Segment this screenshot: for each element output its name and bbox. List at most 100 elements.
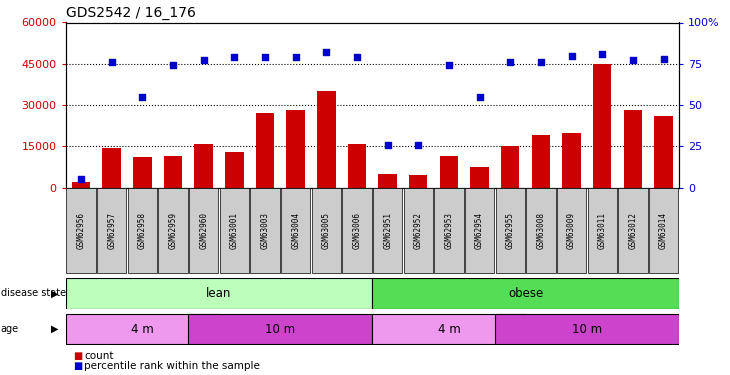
Bar bbox=[255, 113, 274, 188]
Text: age: age bbox=[1, 324, 19, 334]
FancyBboxPatch shape bbox=[189, 188, 218, 273]
Point bbox=[320, 49, 332, 55]
FancyBboxPatch shape bbox=[372, 278, 679, 309]
Text: GSM63009: GSM63009 bbox=[567, 212, 576, 249]
Point bbox=[167, 62, 179, 68]
Text: count: count bbox=[84, 351, 113, 361]
Point bbox=[535, 59, 547, 65]
FancyBboxPatch shape bbox=[97, 188, 126, 273]
Bar bbox=[102, 148, 121, 188]
Bar bbox=[654, 116, 673, 188]
FancyBboxPatch shape bbox=[342, 188, 372, 273]
Text: disease state: disease state bbox=[1, 288, 66, 298]
FancyBboxPatch shape bbox=[158, 188, 188, 273]
FancyBboxPatch shape bbox=[312, 188, 341, 273]
Text: GSM63004: GSM63004 bbox=[291, 212, 300, 249]
Point bbox=[596, 51, 608, 57]
Bar bbox=[501, 146, 520, 188]
FancyBboxPatch shape bbox=[188, 314, 372, 344]
Bar bbox=[347, 144, 366, 188]
Text: GSM63008: GSM63008 bbox=[537, 212, 545, 249]
Text: GSM63014: GSM63014 bbox=[659, 212, 668, 249]
Text: obese: obese bbox=[508, 287, 543, 300]
FancyBboxPatch shape bbox=[496, 188, 525, 273]
Bar bbox=[286, 111, 305, 188]
Text: GSM62953: GSM62953 bbox=[445, 212, 453, 249]
FancyBboxPatch shape bbox=[588, 188, 617, 273]
FancyBboxPatch shape bbox=[66, 314, 219, 344]
Point bbox=[290, 54, 301, 60]
Text: GSM63003: GSM63003 bbox=[261, 212, 269, 249]
Text: 4 m: 4 m bbox=[437, 322, 461, 336]
Text: 10 m: 10 m bbox=[572, 322, 602, 336]
Point bbox=[351, 54, 363, 60]
FancyBboxPatch shape bbox=[66, 188, 96, 273]
Text: ■: ■ bbox=[73, 351, 82, 361]
FancyBboxPatch shape bbox=[495, 314, 679, 344]
Text: 10 m: 10 m bbox=[265, 322, 296, 336]
FancyBboxPatch shape bbox=[372, 314, 526, 344]
FancyBboxPatch shape bbox=[220, 188, 249, 273]
Bar bbox=[225, 152, 244, 188]
FancyBboxPatch shape bbox=[66, 278, 372, 309]
Text: ▶: ▶ bbox=[51, 324, 58, 334]
Text: GSM63005: GSM63005 bbox=[322, 212, 331, 249]
Bar bbox=[409, 175, 428, 188]
Text: GSM63012: GSM63012 bbox=[629, 212, 637, 249]
Point bbox=[443, 62, 455, 68]
Bar bbox=[164, 156, 182, 188]
Bar bbox=[378, 174, 397, 188]
Text: GSM62960: GSM62960 bbox=[199, 212, 208, 249]
Bar bbox=[531, 135, 550, 188]
Bar bbox=[317, 91, 336, 188]
Point bbox=[382, 142, 393, 148]
FancyBboxPatch shape bbox=[557, 188, 586, 273]
Bar bbox=[194, 144, 213, 188]
Point bbox=[566, 53, 577, 58]
Point bbox=[412, 142, 424, 148]
Point bbox=[228, 54, 240, 60]
Point bbox=[106, 59, 118, 65]
Text: GSM62951: GSM62951 bbox=[383, 212, 392, 249]
Bar bbox=[72, 182, 91, 188]
Text: ■: ■ bbox=[73, 361, 82, 370]
Bar bbox=[623, 111, 642, 188]
Point bbox=[75, 176, 87, 182]
Text: GSM62956: GSM62956 bbox=[77, 212, 85, 249]
Text: ▶: ▶ bbox=[51, 288, 58, 298]
Point bbox=[504, 59, 516, 65]
Bar bbox=[439, 156, 458, 188]
Point bbox=[198, 57, 210, 63]
Text: GSM62952: GSM62952 bbox=[414, 212, 423, 249]
FancyBboxPatch shape bbox=[526, 188, 556, 273]
FancyBboxPatch shape bbox=[128, 188, 157, 273]
FancyBboxPatch shape bbox=[649, 188, 678, 273]
FancyBboxPatch shape bbox=[373, 188, 402, 273]
Bar bbox=[593, 64, 612, 188]
Bar bbox=[562, 132, 581, 188]
Text: GSM63011: GSM63011 bbox=[598, 212, 607, 249]
FancyBboxPatch shape bbox=[404, 188, 433, 273]
Text: GSM62958: GSM62958 bbox=[138, 212, 147, 249]
Bar bbox=[470, 167, 489, 188]
Point bbox=[259, 54, 271, 60]
Point bbox=[658, 56, 669, 62]
FancyBboxPatch shape bbox=[250, 188, 280, 273]
FancyBboxPatch shape bbox=[434, 188, 464, 273]
FancyBboxPatch shape bbox=[281, 188, 310, 273]
FancyBboxPatch shape bbox=[465, 188, 494, 273]
Text: GSM62955: GSM62955 bbox=[506, 212, 515, 249]
Point bbox=[137, 94, 148, 100]
Text: GSM62957: GSM62957 bbox=[107, 212, 116, 249]
Text: GDS2542 / 16_176: GDS2542 / 16_176 bbox=[66, 6, 196, 20]
Text: GSM62954: GSM62954 bbox=[475, 212, 484, 249]
Text: lean: lean bbox=[207, 287, 231, 300]
FancyBboxPatch shape bbox=[618, 188, 648, 273]
Text: 4 m: 4 m bbox=[131, 322, 154, 336]
Text: GSM62959: GSM62959 bbox=[169, 212, 177, 249]
Point bbox=[627, 57, 639, 63]
Point bbox=[474, 94, 485, 100]
Bar bbox=[133, 157, 152, 188]
Text: GSM63006: GSM63006 bbox=[353, 212, 361, 249]
Text: percentile rank within the sample: percentile rank within the sample bbox=[84, 361, 260, 370]
